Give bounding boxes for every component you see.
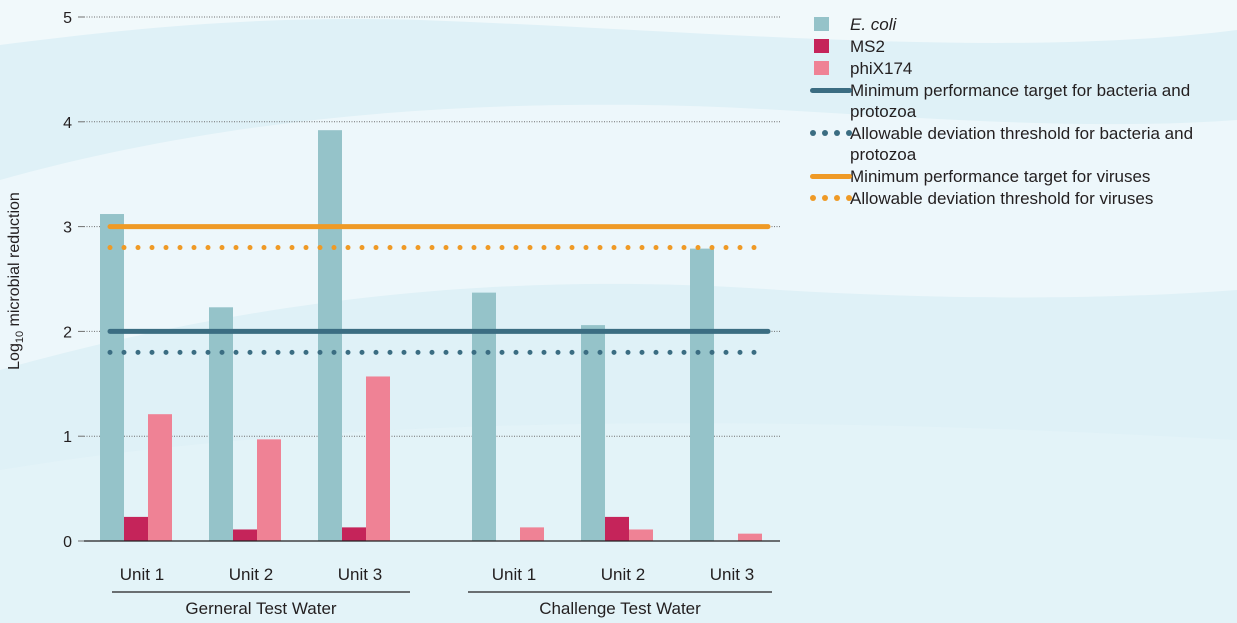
y-tick-label: 4 (63, 115, 72, 132)
legend-label: MS2 (850, 37, 885, 56)
legend-label: Minimum performance target for bacteria … (850, 81, 1191, 121)
bar-e-coli-1-1 (100, 214, 124, 542)
group-label: Challenge Test Water (539, 599, 701, 618)
bar-e-coli-1-2 (209, 307, 233, 541)
legend-swatch (806, 14, 850, 35)
legend-item: Allowable deviation threshold for viruse… (806, 188, 1236, 209)
x-tick-label: Unit 3 (710, 565, 754, 584)
bar-phix174-1-1 (148, 414, 172, 541)
bar-ms2-1-2 (233, 529, 257, 541)
bar-ms2-1-1 (124, 516, 148, 541)
legend-label: Allowable deviation threshold for bacter… (850, 124, 1194, 164)
group-label: Gerneral Test Water (185, 599, 337, 618)
legend-label: E. coli (850, 15, 897, 34)
x-tick-label: Unit 1 (492, 565, 536, 584)
legend-swatch (806, 58, 850, 79)
bar-e-coli-2-1 (472, 292, 496, 541)
y-tick-label: 1 (63, 429, 72, 446)
y-tick-label: 5 (63, 10, 72, 27)
legend-item: MS2 (806, 36, 1236, 57)
reference-lines (107, 224, 771, 355)
bar-ms2-1-3 (342, 527, 366, 541)
y-axis-title: Log10 microbial reduction (6, 192, 26, 370)
legend-item: phiX174 (806, 58, 1236, 79)
y-axis: 0 1 2 3 4 5 (63, 10, 84, 551)
bar-phix174-2-1 (520, 527, 544, 541)
bar-ms2-2-2 (605, 516, 629, 541)
bar-phix174-1-3 (366, 376, 390, 541)
legend-item: Allowable deviation threshold for bacter… (806, 123, 1236, 165)
x-tick-label: Unit 2 (601, 565, 645, 584)
x-tick-label: Unit 1 (120, 565, 164, 584)
legend-swatch (806, 123, 852, 144)
legend-swatch (806, 80, 852, 101)
bars (100, 130, 762, 542)
legend-item: Minimum performance target for viruses (806, 166, 1236, 187)
y-tick-label: 2 (63, 324, 72, 341)
legend-item: E. coli (806, 14, 1236, 35)
legend-swatch (806, 36, 850, 57)
legend-label: Allowable deviation threshold for viruse… (850, 189, 1154, 208)
y-tick-label: 3 (63, 220, 72, 237)
legend-item: Minimum performance target for bacteria … (806, 80, 1236, 122)
x-tick-label: Unit 3 (338, 565, 382, 584)
bar-phix174-1-2 (257, 439, 281, 541)
legend-swatch (806, 188, 852, 209)
legend-swatch (806, 166, 852, 187)
legend-label: Minimum performance target for viruses (850, 167, 1151, 186)
bar-e-coli-2-2 (581, 325, 605, 541)
y-tick-label: 0 (63, 534, 72, 551)
legend-label: phiX174 (850, 59, 913, 78)
bar-phix174-2-3 (738, 533, 762, 541)
bar-e-coli-1-3 (318, 130, 342, 541)
bar-e-coli-2-3 (690, 248, 714, 541)
legend: E. coli MS2 phiX174 Minimum performance tar… (806, 14, 1236, 210)
x-tick-label: Unit 2 (229, 565, 273, 584)
bar-phix174-2-2 (629, 529, 653, 541)
